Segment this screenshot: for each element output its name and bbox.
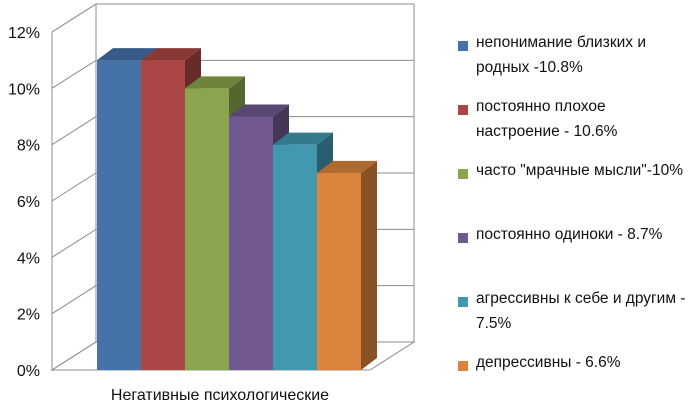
chart-bars xyxy=(97,48,377,371)
x-category-label: Негативные психологические xyxy=(111,387,329,404)
bar-side xyxy=(361,160,377,370)
gridline xyxy=(51,116,414,146)
bar-front xyxy=(185,88,229,370)
bar-front xyxy=(273,144,317,370)
legend-item: часто "мрачные мысли"-10% xyxy=(458,158,690,222)
legend-swatch xyxy=(458,169,468,179)
bar-front xyxy=(97,60,141,371)
legend-item: постоянно плохое настроение - 10.6% xyxy=(458,94,690,158)
y-tick-label: 10% xyxy=(8,81,40,98)
legend-swatch xyxy=(458,105,468,115)
legend-item: непонимание близких и родных -10.8% xyxy=(458,30,690,94)
bar-top xyxy=(317,160,377,173)
legend-swatch xyxy=(458,41,468,51)
y-tick-label: 8% xyxy=(17,138,40,155)
legend-item: агрессивны к себе и другим - 7.5% xyxy=(458,286,690,350)
bar-front xyxy=(229,116,273,370)
y-tick-label: 12% xyxy=(8,25,40,42)
y-tick-label: 4% xyxy=(17,250,40,267)
bar-top xyxy=(185,76,245,89)
gridline xyxy=(51,3,414,33)
bar-top xyxy=(97,48,157,61)
legend-item: депрессивны - 6.6% xyxy=(458,350,690,414)
chart-legend: непонимание близких и родных -10.8% посто… xyxy=(458,30,690,414)
bar-top xyxy=(229,104,289,117)
legend-label: депрессивны - 6.6% xyxy=(476,354,621,371)
gridline xyxy=(51,59,414,89)
legend-label: агрессивны к себе и другим - 7.5% xyxy=(476,290,686,332)
bar-top xyxy=(273,132,333,145)
legend-swatch xyxy=(458,361,468,371)
bar-front xyxy=(141,60,185,371)
legend-swatch xyxy=(458,297,468,307)
legend-item: постоянно одиноки - 8.7% xyxy=(458,222,690,286)
y-tick-label: 2% xyxy=(17,307,40,324)
bar-top xyxy=(141,48,201,61)
bar xyxy=(317,160,377,370)
y-tick-label: 0% xyxy=(17,363,40,380)
legend-swatch xyxy=(458,233,468,243)
legend-label: постоянно одиноки - 8.7% xyxy=(476,226,663,243)
legend-label: непонимание близких и родных -10.8% xyxy=(476,34,646,76)
y-axis-ticks: 0% 2% 4% 6% 8% 10% 12% xyxy=(8,25,40,380)
bar-chart: 0% 2% 4% 6% 8% 10% 12% Негативные психологичес… xyxy=(8,3,416,404)
y-tick-label: 6% xyxy=(17,194,40,211)
bar-front xyxy=(317,172,361,370)
legend-label: часто "мрачные мысли"-10% xyxy=(476,162,683,179)
legend-label: постоянно плохое настроение - 10.6% xyxy=(476,98,618,140)
